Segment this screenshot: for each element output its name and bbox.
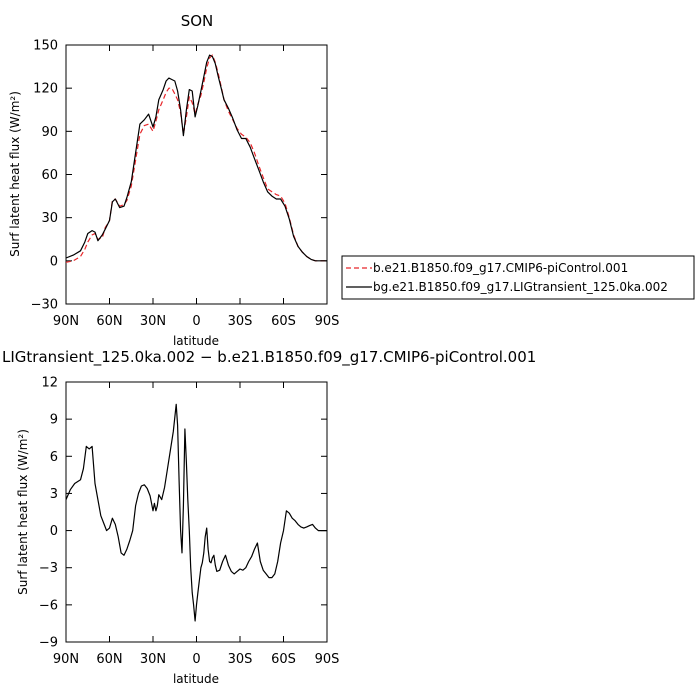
bottom-series-group xyxy=(65,403,327,622)
bot-y-tick-label: −9 xyxy=(39,636,58,651)
top-plot-frame xyxy=(65,44,328,305)
bottom-chart: LIGtransient_125.0ka.002 − b.e21.B1850.f… xyxy=(2,348,536,686)
bot-x-tick-label: 90S xyxy=(315,652,340,667)
top-y-tick-label: 30 xyxy=(41,211,58,226)
bottom-x-axis-label: latitude xyxy=(173,672,219,686)
top-x-ticks: 90N 60N 30N 0 30S 60S 90S xyxy=(53,45,340,329)
top-x-tick-label: 30S xyxy=(228,314,253,329)
bottom-y-ticks: −9 −6 −3 0 3 6 9 12 xyxy=(39,376,327,651)
top-series-group xyxy=(65,54,327,263)
bot-y-tick-label: 12 xyxy=(41,376,58,391)
bot-x-tick-label: 90N xyxy=(53,652,79,667)
top-x-tick-label: 0 xyxy=(192,314,200,329)
bot-y-tick-label: −3 xyxy=(39,561,58,576)
bot-x-tick-label: 30S xyxy=(228,652,253,667)
bot-x-tick-label: 0 xyxy=(192,652,200,667)
top-y-tick-label: 0 xyxy=(50,254,58,269)
top-x-tick-label: 60S xyxy=(271,314,296,329)
top-series-line-1 xyxy=(65,54,327,262)
top-y-tick-label: 60 xyxy=(41,168,58,183)
top-y-tick-label: 120 xyxy=(33,82,58,97)
top-x-axis-label: latitude xyxy=(173,334,219,348)
bot-y-tick-label: −6 xyxy=(39,598,58,613)
legend-box xyxy=(341,255,695,300)
bot-x-tick-label: 60S xyxy=(271,652,296,667)
top-y-axis-label: Surf latent heat flux (W/m²) xyxy=(8,91,22,257)
top-chart: SON −30 0 30 60 90 120 150 90N 60N 30N 0 30S 60S 90S… xyxy=(8,12,339,348)
top-y-tick-label: 90 xyxy=(41,125,58,140)
legend: b.e21.B1850.f09_g17.CMIP6-piControl.001 … xyxy=(341,255,695,300)
bot-y-tick-label: 3 xyxy=(50,487,58,502)
bot-x-tick-label: 30N xyxy=(140,652,166,667)
top-x-tick-label: 60N xyxy=(96,314,122,329)
top-y-tick-label: −30 xyxy=(31,298,58,313)
legend-label-ligtransient: bg.e21.B1850.f09_g17.LIGtransient_125.0k… xyxy=(373,280,668,294)
bot-y-tick-label: 0 xyxy=(50,524,58,539)
bot-x-tick-label: 60N xyxy=(96,652,122,667)
legend-label-picontrol: b.e21.B1850.f09_g17.CMIP6-piControl.001 xyxy=(373,261,628,275)
top-y-tick-label: 150 xyxy=(33,39,58,54)
top-x-tick-label: 90S xyxy=(315,314,340,329)
top-series-line-0 xyxy=(65,54,327,263)
bottom-y-axis-label: Surf latent heat flux (W/m²) xyxy=(16,429,30,595)
bot-series-line-0 xyxy=(65,403,327,622)
top-y-ticks: −30 0 30 60 90 120 150 xyxy=(31,39,327,313)
top-chart-title: SON xyxy=(181,12,214,30)
bottom-chart-title: LIGtransient_125.0ka.002 − b.e21.B1850.f… xyxy=(2,348,536,367)
top-x-tick-label: 30N xyxy=(140,314,166,329)
top-x-tick-label: 90N xyxy=(53,314,79,329)
bot-y-tick-label: 6 xyxy=(50,450,58,465)
bot-y-tick-label: 9 xyxy=(50,413,58,428)
bottom-x-ticks: 90N 60N 30N 0 30S 60S 90S xyxy=(53,382,340,667)
